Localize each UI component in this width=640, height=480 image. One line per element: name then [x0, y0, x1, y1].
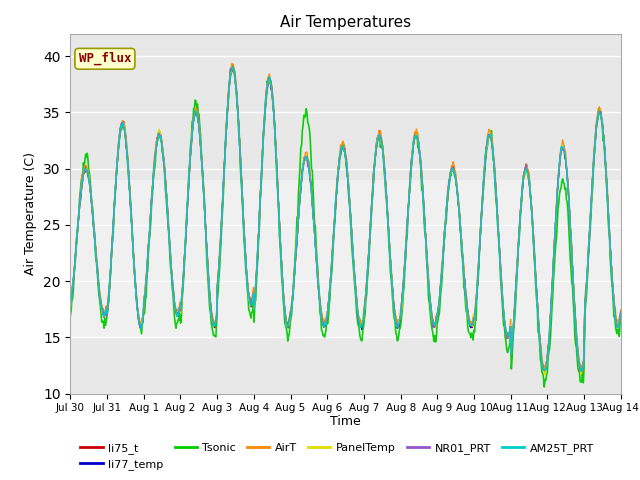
AirT — [218, 208, 226, 214]
li75_t — [218, 211, 226, 217]
li77_temp — [429, 324, 437, 330]
AirT — [578, 366, 586, 372]
AirT — [67, 303, 74, 309]
li77_temp — [77, 198, 84, 204]
Line: li77_temp: li77_temp — [70, 65, 621, 371]
Tsonic — [413, 134, 421, 140]
X-axis label: Time: Time — [330, 415, 361, 428]
Tsonic — [67, 313, 74, 319]
Tsonic — [133, 303, 141, 309]
li75_t — [77, 199, 84, 204]
NR01_PRT — [413, 134, 421, 140]
NR01_PRT — [429, 324, 437, 330]
li75_t — [67, 302, 74, 308]
NR01_PRT — [218, 208, 226, 214]
Line: NR01_PRT: NR01_PRT — [70, 67, 621, 371]
Text: WP_flux: WP_flux — [79, 52, 131, 65]
AirT — [429, 319, 437, 325]
li75_t — [617, 310, 625, 316]
PanelTemp — [228, 64, 236, 70]
AM25T_PRT — [218, 215, 226, 220]
li75_t — [413, 133, 421, 139]
PanelTemp — [413, 133, 421, 139]
AM25T_PRT — [67, 305, 74, 311]
Tsonic — [218, 217, 226, 223]
li77_temp — [67, 302, 74, 308]
li77_temp — [540, 368, 548, 373]
PanelTemp — [541, 372, 549, 378]
AM25T_PRT — [577, 368, 585, 374]
li75_t — [133, 301, 141, 307]
NR01_PRT — [189, 124, 196, 130]
AM25T_PRT — [77, 195, 84, 201]
PanelTemp — [133, 301, 141, 307]
AirT — [228, 60, 236, 66]
li77_temp — [189, 119, 196, 125]
li77_temp — [228, 62, 236, 68]
PanelTemp — [429, 322, 437, 328]
li77_temp — [133, 303, 141, 309]
AirT — [133, 300, 141, 305]
Title: Air Temperatures: Air Temperatures — [280, 15, 411, 30]
Tsonic — [617, 319, 625, 325]
NR01_PRT — [617, 309, 625, 315]
Tsonic — [77, 188, 84, 194]
Line: AirT: AirT — [70, 63, 621, 369]
Line: li75_t: li75_t — [70, 66, 621, 375]
Y-axis label: Air Temperature (C): Air Temperature (C) — [24, 152, 38, 275]
PanelTemp — [67, 304, 74, 310]
PanelTemp — [617, 311, 625, 316]
NR01_PRT — [229, 64, 237, 70]
Tsonic — [189, 118, 196, 123]
Line: PanelTemp: PanelTemp — [70, 67, 621, 375]
li77_temp — [617, 309, 625, 314]
li77_temp — [218, 212, 226, 218]
PanelTemp — [77, 195, 84, 201]
AirT — [413, 130, 421, 135]
NR01_PRT — [133, 300, 141, 305]
li75_t — [578, 372, 586, 378]
AM25T_PRT — [617, 310, 625, 316]
AM25T_PRT — [413, 134, 421, 140]
li77_temp — [413, 134, 421, 140]
Tsonic — [540, 384, 548, 390]
AM25T_PRT — [133, 304, 141, 310]
AirT — [77, 192, 84, 197]
NR01_PRT — [67, 302, 74, 308]
AM25T_PRT — [189, 122, 196, 128]
AirT — [189, 119, 196, 125]
li75_t — [229, 63, 237, 69]
Tsonic — [429, 333, 437, 339]
PanelTemp — [218, 213, 226, 219]
li75_t — [429, 319, 437, 324]
AM25T_PRT — [229, 64, 237, 70]
li75_t — [189, 125, 196, 131]
Line: AM25T_PRT: AM25T_PRT — [70, 67, 621, 371]
Line: Tsonic: Tsonic — [70, 65, 621, 387]
NR01_PRT — [77, 191, 84, 197]
Bar — [70, 180, 621, 337]
Tsonic — [228, 62, 236, 68]
NR01_PRT — [577, 368, 584, 374]
AM25T_PRT — [429, 319, 437, 324]
AirT — [617, 307, 625, 313]
Legend: li75_t, li77_temp, Tsonic, AirT, PanelTemp, NR01_PRT, AM25T_PRT: li75_t, li77_temp, Tsonic, AirT, PanelTe… — [76, 438, 598, 474]
PanelTemp — [189, 123, 196, 129]
